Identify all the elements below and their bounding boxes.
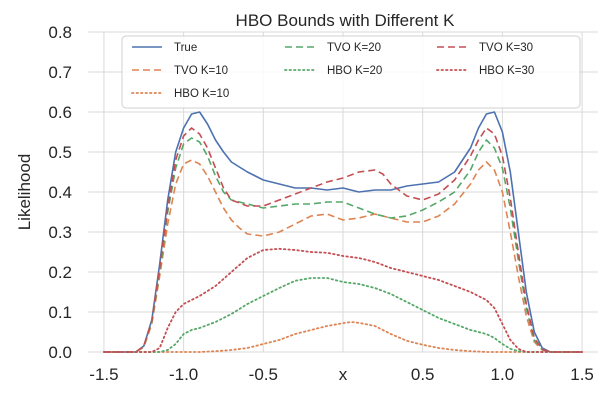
series-group <box>103 111 583 353</box>
y-tick-label: 0.8 <box>48 23 72 42</box>
series-line-tvo-k-30 <box>103 127 583 353</box>
legend-box <box>121 35 581 109</box>
y-tick-label: 0.2 <box>48 263 72 282</box>
x-tick-label: 0.5 <box>411 365 435 384</box>
chart-title: HBO Bounds with Different K <box>236 11 456 30</box>
x-tick-label: 1.0 <box>491 365 515 384</box>
y-tick-label: 0.3 <box>48 223 72 242</box>
y-tick-label: 0.7 <box>48 63 72 82</box>
x-tick-label: -0.5 <box>249 365 278 384</box>
legend-label-hbo-k-20: HBO K=20 <box>327 65 382 77</box>
y-tick-label: 0.1 <box>48 303 72 322</box>
legend-label-tvo-k-10: TVO K=10 <box>174 65 228 77</box>
x-tick-label: 1.5 <box>570 365 594 384</box>
y-axis-label: Likelihood <box>15 154 34 231</box>
y-tick-label: 0.6 <box>48 103 72 122</box>
y-tick-label: 0.5 <box>48 143 72 162</box>
legend: True TVO K=20 TVO K=30 TVO K=10 HBO K=20 HBO … <box>121 35 581 109</box>
legend-label-hbo-k-30: HBO K=30 <box>479 65 534 77</box>
y-tick-label: 0.4 <box>48 183 72 202</box>
series-line-hbo-k-20 <box>103 277 583 353</box>
series-line-tvo-k-20 <box>103 137 583 353</box>
series-line-true <box>103 111 583 353</box>
legend-label-hbo-k-10: HBO K=10 <box>174 88 229 100</box>
series-line-hbo-k-30 <box>103 247 583 353</box>
series-line-tvo-k-10 <box>103 159 583 353</box>
x-axis-label: x <box>339 365 348 384</box>
series-line-hbo-k-10 <box>103 321 583 353</box>
legend-label-tvo-k-30: TVO K=30 <box>479 42 533 54</box>
y-tick-label: 0.0 <box>48 343 72 362</box>
tick-labels: -1.5 -1.0 -0.5 x 0.5 1.0 1.5 0.0 0.1 0.2 0.3 0.4 0.5… <box>48 23 594 384</box>
x-tick-label: -1.5 <box>89 365 118 384</box>
legend-label-true: True <box>174 42 197 54</box>
legend-label-tvo-k-20: TVO K=20 <box>327 42 381 54</box>
x-tick-label: -1.0 <box>169 365 198 384</box>
